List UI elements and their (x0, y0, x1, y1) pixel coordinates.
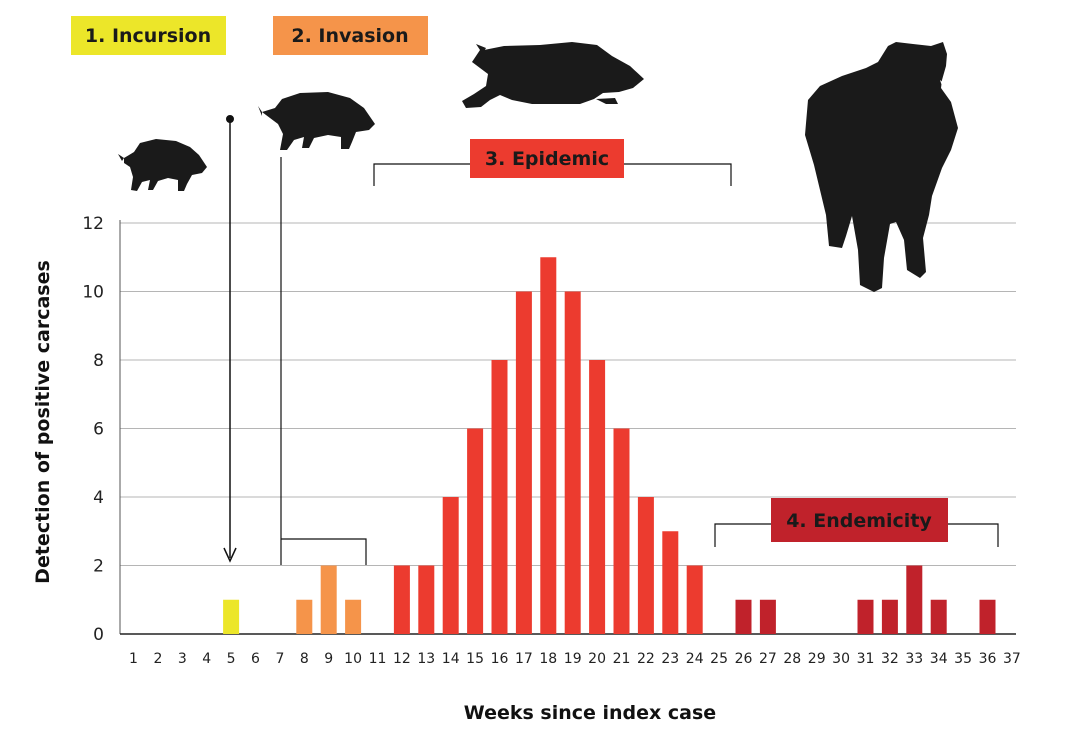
x-tick-label: 12 (393, 651, 411, 667)
bar-week-8 (296, 599, 313, 634)
x-tick-label: 9 (324, 651, 333, 667)
bar-week-32 (881, 599, 898, 634)
x-axis-title: Weeks since index case (464, 702, 716, 724)
x-tick-label: 11 (369, 651, 387, 667)
x-tick-label: 7 (275, 651, 284, 667)
y-tick-labels: 0 2 4 6 8 10 12 (82, 214, 104, 645)
phase-4-box (771, 498, 948, 542)
bar-week-9 (320, 565, 337, 634)
x-tick-label: 24 (686, 651, 704, 667)
x-tick-label: 18 (539, 651, 557, 667)
x-tick-label: 20 (588, 651, 606, 667)
x-tick-label: 15 (466, 651, 484, 667)
y-tick-label: 8 (93, 351, 104, 371)
x-tick-label: 36 (979, 651, 997, 667)
bar-week-27 (759, 599, 776, 634)
bar-week-14 (442, 497, 459, 634)
wild-boar-medium-icon (258, 92, 375, 150)
x-tick-label: 1 (129, 651, 138, 667)
x-tick-label: 37 (1003, 651, 1021, 667)
phase-2-box (273, 16, 428, 55)
y-axis-title: Detection of positive carcases (32, 260, 54, 584)
bar-week-26 (735, 599, 752, 634)
x-tick-label: 13 (417, 651, 435, 667)
bar-week-15 (467, 428, 484, 634)
x-tick-label: 34 (930, 651, 948, 667)
x-tick-label: 8 (300, 651, 309, 667)
bar-week-12 (393, 565, 410, 634)
x-tick-label: 27 (759, 651, 777, 667)
wild-boar-small-icon (118, 139, 207, 191)
bar-week-34 (930, 599, 947, 634)
x-tick-label: 5 (227, 651, 236, 667)
bar-week-19 (564, 291, 581, 634)
y-tick-label: 10 (82, 283, 104, 303)
x-tick-label: 14 (442, 651, 460, 667)
phase-3-label: 3. Epidemic (485, 148, 609, 170)
bar-week-21 (613, 428, 630, 634)
bar-week-33 (906, 565, 923, 634)
bar-week-13 (418, 565, 435, 634)
x-tick-label: 29 (808, 651, 826, 667)
x-tick-label: 16 (491, 651, 509, 667)
bar-week-17 (515, 291, 532, 634)
bars (223, 257, 996, 634)
x-tick-labels: 1 2 3 4 5 6 7 8 9 10 11 12 13 14 15 16 17 18 19 20 21 22 23 24 2… (129, 651, 1021, 667)
wild-boar-large-icon (805, 42, 958, 292)
phase-3-box (470, 139, 624, 178)
bar-week-18 (540, 257, 557, 634)
x-tick-label: 25 (710, 651, 728, 667)
phase-4-label: 4. Endemicity (786, 510, 932, 532)
x-tick-label: 28 (783, 651, 801, 667)
x-tick-label: 32 (881, 651, 899, 667)
x-tick-label: 23 (661, 651, 679, 667)
y-tick-label: 2 (93, 557, 104, 577)
phase-1-label: 1. Incursion (85, 25, 211, 47)
x-tick-label: 19 (564, 651, 582, 667)
bar-week-24 (686, 565, 703, 634)
bar-week-16 (491, 360, 508, 634)
x-tick-label: 33 (905, 651, 923, 667)
bar-week-31 (857, 599, 874, 634)
invasion-bracket (280, 157, 367, 565)
x-tick-label: 31 (857, 651, 875, 667)
x-tick-label: 4 (202, 651, 211, 667)
x-tick-label: 3 (178, 651, 187, 667)
bar-week-5 (223, 599, 240, 634)
y-tick-label: 6 (93, 420, 104, 440)
y-tick-label: 0 (93, 625, 104, 645)
bar-week-22 (637, 497, 654, 634)
x-tick-label: 30 (832, 651, 850, 667)
x-tick-label: 26 (735, 651, 753, 667)
wild-boar-running-icon (462, 42, 644, 108)
y-tick-label: 4 (93, 488, 104, 508)
bar-week-36 (979, 599, 996, 634)
bar-week-10 (345, 599, 362, 634)
bar-week-23 (662, 531, 679, 634)
bar-week-20 (589, 360, 606, 634)
x-tick-label: 2 (153, 651, 162, 667)
x-tick-label: 17 (515, 651, 533, 667)
y-tick-label: 12 (82, 214, 104, 234)
phase-2-label: 2. Invasion (291, 25, 408, 47)
x-tick-label: 21 (613, 651, 631, 667)
x-tick-label: 10 (344, 651, 362, 667)
incursion-arrow (223, 115, 237, 563)
x-tick-label: 22 (637, 651, 655, 667)
x-tick-label: 6 (251, 651, 260, 667)
phase-1-box (71, 16, 226, 55)
x-tick-label: 35 (954, 651, 972, 667)
